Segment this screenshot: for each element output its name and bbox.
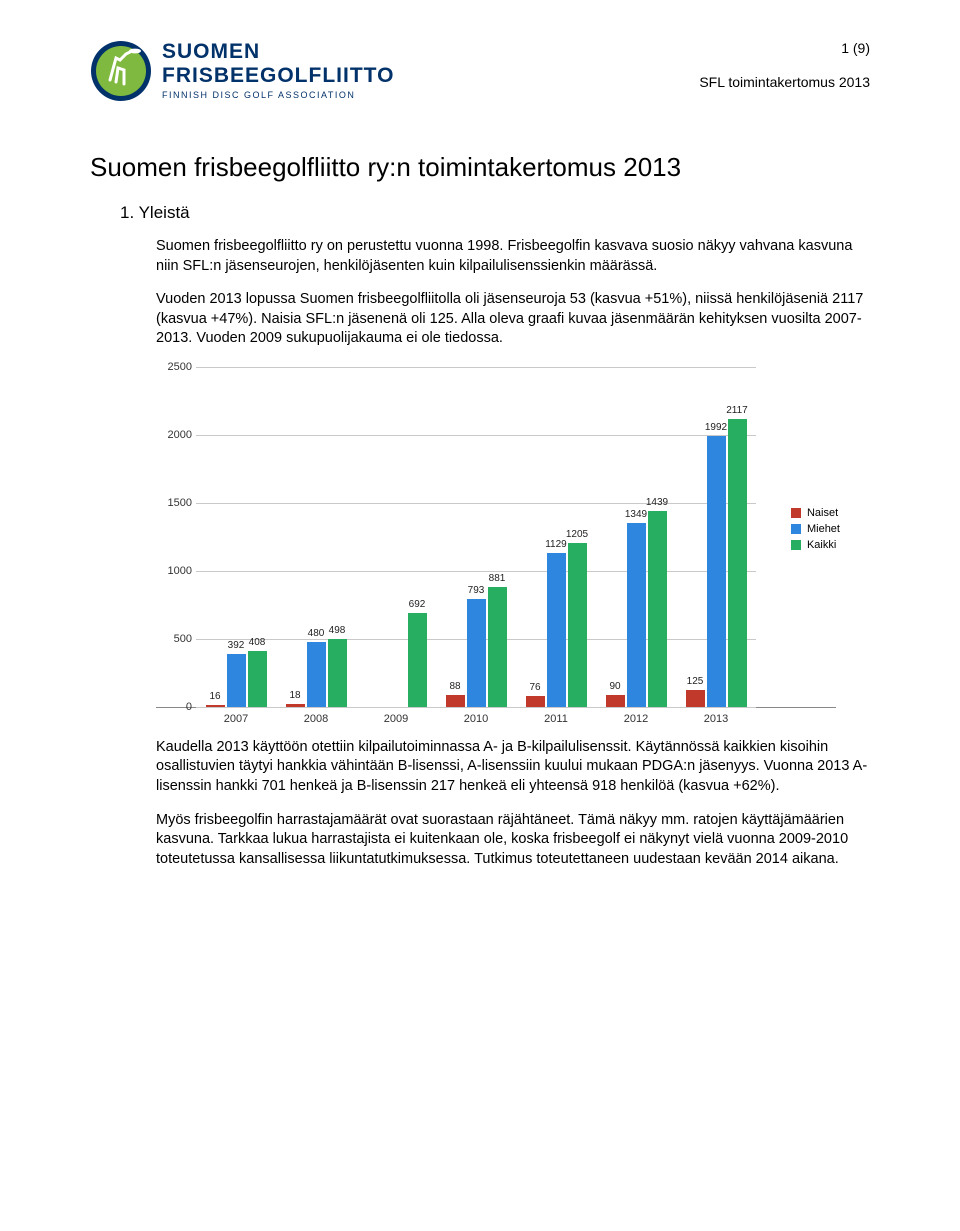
chart-bar: 480 <box>307 642 326 707</box>
chart-bar-label: 498 <box>329 625 346 636</box>
disc-golf-logo-icon <box>90 40 152 102</box>
chart-xlabel: 2008 <box>304 713 328 725</box>
chart-bar: 1992 <box>707 436 726 707</box>
chart-bar-label: 16 <box>209 691 220 702</box>
chart-bar: 692 <box>408 613 427 707</box>
membership-chart: 0500100015002000250016392408200718480498… <box>156 367 836 708</box>
legend-item: Kaikki <box>791 539 840 551</box>
chart-bar: 18 <box>286 704 305 706</box>
chart-bar: 16 <box>206 705 225 707</box>
chart-bar-label: 793 <box>468 585 485 596</box>
chart-xlabel: 2010 <box>464 713 488 725</box>
legend-label: Miehet <box>807 523 840 535</box>
legend-swatch <box>791 508 801 518</box>
chart-bar-label: 1349 <box>625 509 647 520</box>
chart-bar-label: 90 <box>609 681 620 692</box>
chart-bar: 881 <box>488 587 507 707</box>
chart-gridline <box>196 571 756 572</box>
chart-xlabel: 2011 <box>544 713 568 725</box>
chart-bar-group: 76112912052011 <box>520 543 592 707</box>
chart-bar: 1205 <box>568 543 587 707</box>
paragraph: Suomen frisbeegolfliitto ry on perustett… <box>156 237 870 276</box>
chart-ytick: 1500 <box>158 497 192 509</box>
chart-bar-label: 2117 <box>726 405 748 416</box>
page-header: SUOMEN FRISBEEGOLFLIITTO FINNISH DISC GO… <box>90 40 870 102</box>
chart-bar: 1129 <box>547 553 566 707</box>
chart-bar-group: 163924082007 <box>200 651 272 706</box>
chart-xlabel: 2012 <box>624 713 648 725</box>
chart-legend: Naiset Miehet Kaikki <box>791 507 840 555</box>
chart-xlabel: 2009 <box>384 713 408 725</box>
chart-ytick: 500 <box>158 633 192 645</box>
chart-bar-group: 125199221172013 <box>680 419 752 707</box>
paragraph: Kaudella 2013 käyttöön otettiin kilpailu… <box>156 738 870 797</box>
chart-ytick: 2500 <box>158 361 192 373</box>
logo-text: SUOMEN FRISBEEGOLFLIITTO FINNISH DISC GO… <box>162 40 394 100</box>
chart-bar-label: 881 <box>489 573 506 584</box>
legend-swatch <box>791 540 801 550</box>
chart-gridline <box>196 435 756 436</box>
chart-bar: 793 <box>467 599 486 707</box>
chart-gridline <box>196 503 756 504</box>
chart-bar-label: 408 <box>249 637 266 648</box>
legend-label: Naiset <box>807 507 838 519</box>
chart-ytick: 1000 <box>158 565 192 577</box>
chart-bar-group: 90134914392012 <box>600 511 672 707</box>
chart-bar: 88 <box>446 695 465 707</box>
chart-bar: 408 <box>248 651 267 706</box>
doc-short-title: SFL toimintakertomus 2013 <box>699 74 870 90</box>
chart-bar-label: 480 <box>308 628 325 639</box>
page-number: 1 (9) <box>699 40 870 56</box>
logo-line1: SUOMEN <box>162 40 394 64</box>
chart-gridline <box>196 367 756 368</box>
legend-swatch <box>791 524 801 534</box>
chart-bar: 2117 <box>728 419 747 707</box>
chart-xlabel: 2007 <box>224 713 248 725</box>
logo-block: SUOMEN FRISBEEGOLFLIITTO FINNISH DISC GO… <box>90 40 394 102</box>
legend-item: Miehet <box>791 523 840 535</box>
chart-bar: 498 <box>328 639 347 707</box>
legend-item: Naiset <box>791 507 840 519</box>
chart-ytick: 2000 <box>158 429 192 441</box>
paragraph: Myös frisbeegolfin harrastajamäärät ovat… <box>156 811 870 870</box>
chart-bar-label: 88 <box>449 681 460 692</box>
chart-bar: 1439 <box>648 511 667 707</box>
chart-gridline <box>196 707 756 708</box>
chart-bar: 392 <box>227 654 246 707</box>
chart-bar-label: 76 <box>529 682 540 693</box>
legend-label: Kaikki <box>807 539 836 551</box>
chart-bar: 125 <box>686 690 705 707</box>
paragraph: Vuoden 2013 lopussa Suomen frisbeegolfli… <box>156 290 870 349</box>
chart-bar-label: 1439 <box>646 497 668 508</box>
section-heading: 1. Yleistä <box>120 203 870 223</box>
chart-bar-label: 1129 <box>545 539 567 550</box>
page-title: Suomen frisbeegolfliitto ry:n toimintake… <box>90 152 870 183</box>
chart-bar-label: 392 <box>228 640 245 651</box>
chart-bar-group: 184804982008 <box>280 639 352 707</box>
chart-ytick: 0 <box>158 701 192 713</box>
chart-bar-group: 887938812010 <box>440 587 512 707</box>
logo-line3: FINNISH DISC GOLF ASSOCIATION <box>162 90 394 100</box>
chart-bar: 90 <box>606 695 625 707</box>
logo-line2: FRISBEEGOLFLIITTO <box>162 64 394 88</box>
page: SUOMEN FRISBEEGOLFLIITTO FINNISH DISC GO… <box>0 0 960 1231</box>
chart-bar: 1349 <box>627 523 646 706</box>
chart-bar-label: 1205 <box>566 529 588 540</box>
chart-bar-label: 692 <box>409 599 426 610</box>
chart-bar-group: 6922009 <box>360 613 432 707</box>
chart-bar: 76 <box>526 696 545 706</box>
chart-bar-label: 125 <box>687 676 704 687</box>
page-meta: 1 (9) SFL toimintakertomus 2013 <box>699 40 870 90</box>
chart-xlabel: 2013 <box>704 713 728 725</box>
chart-bar-label: 18 <box>289 690 300 701</box>
chart-bar-label: 1992 <box>705 422 727 433</box>
